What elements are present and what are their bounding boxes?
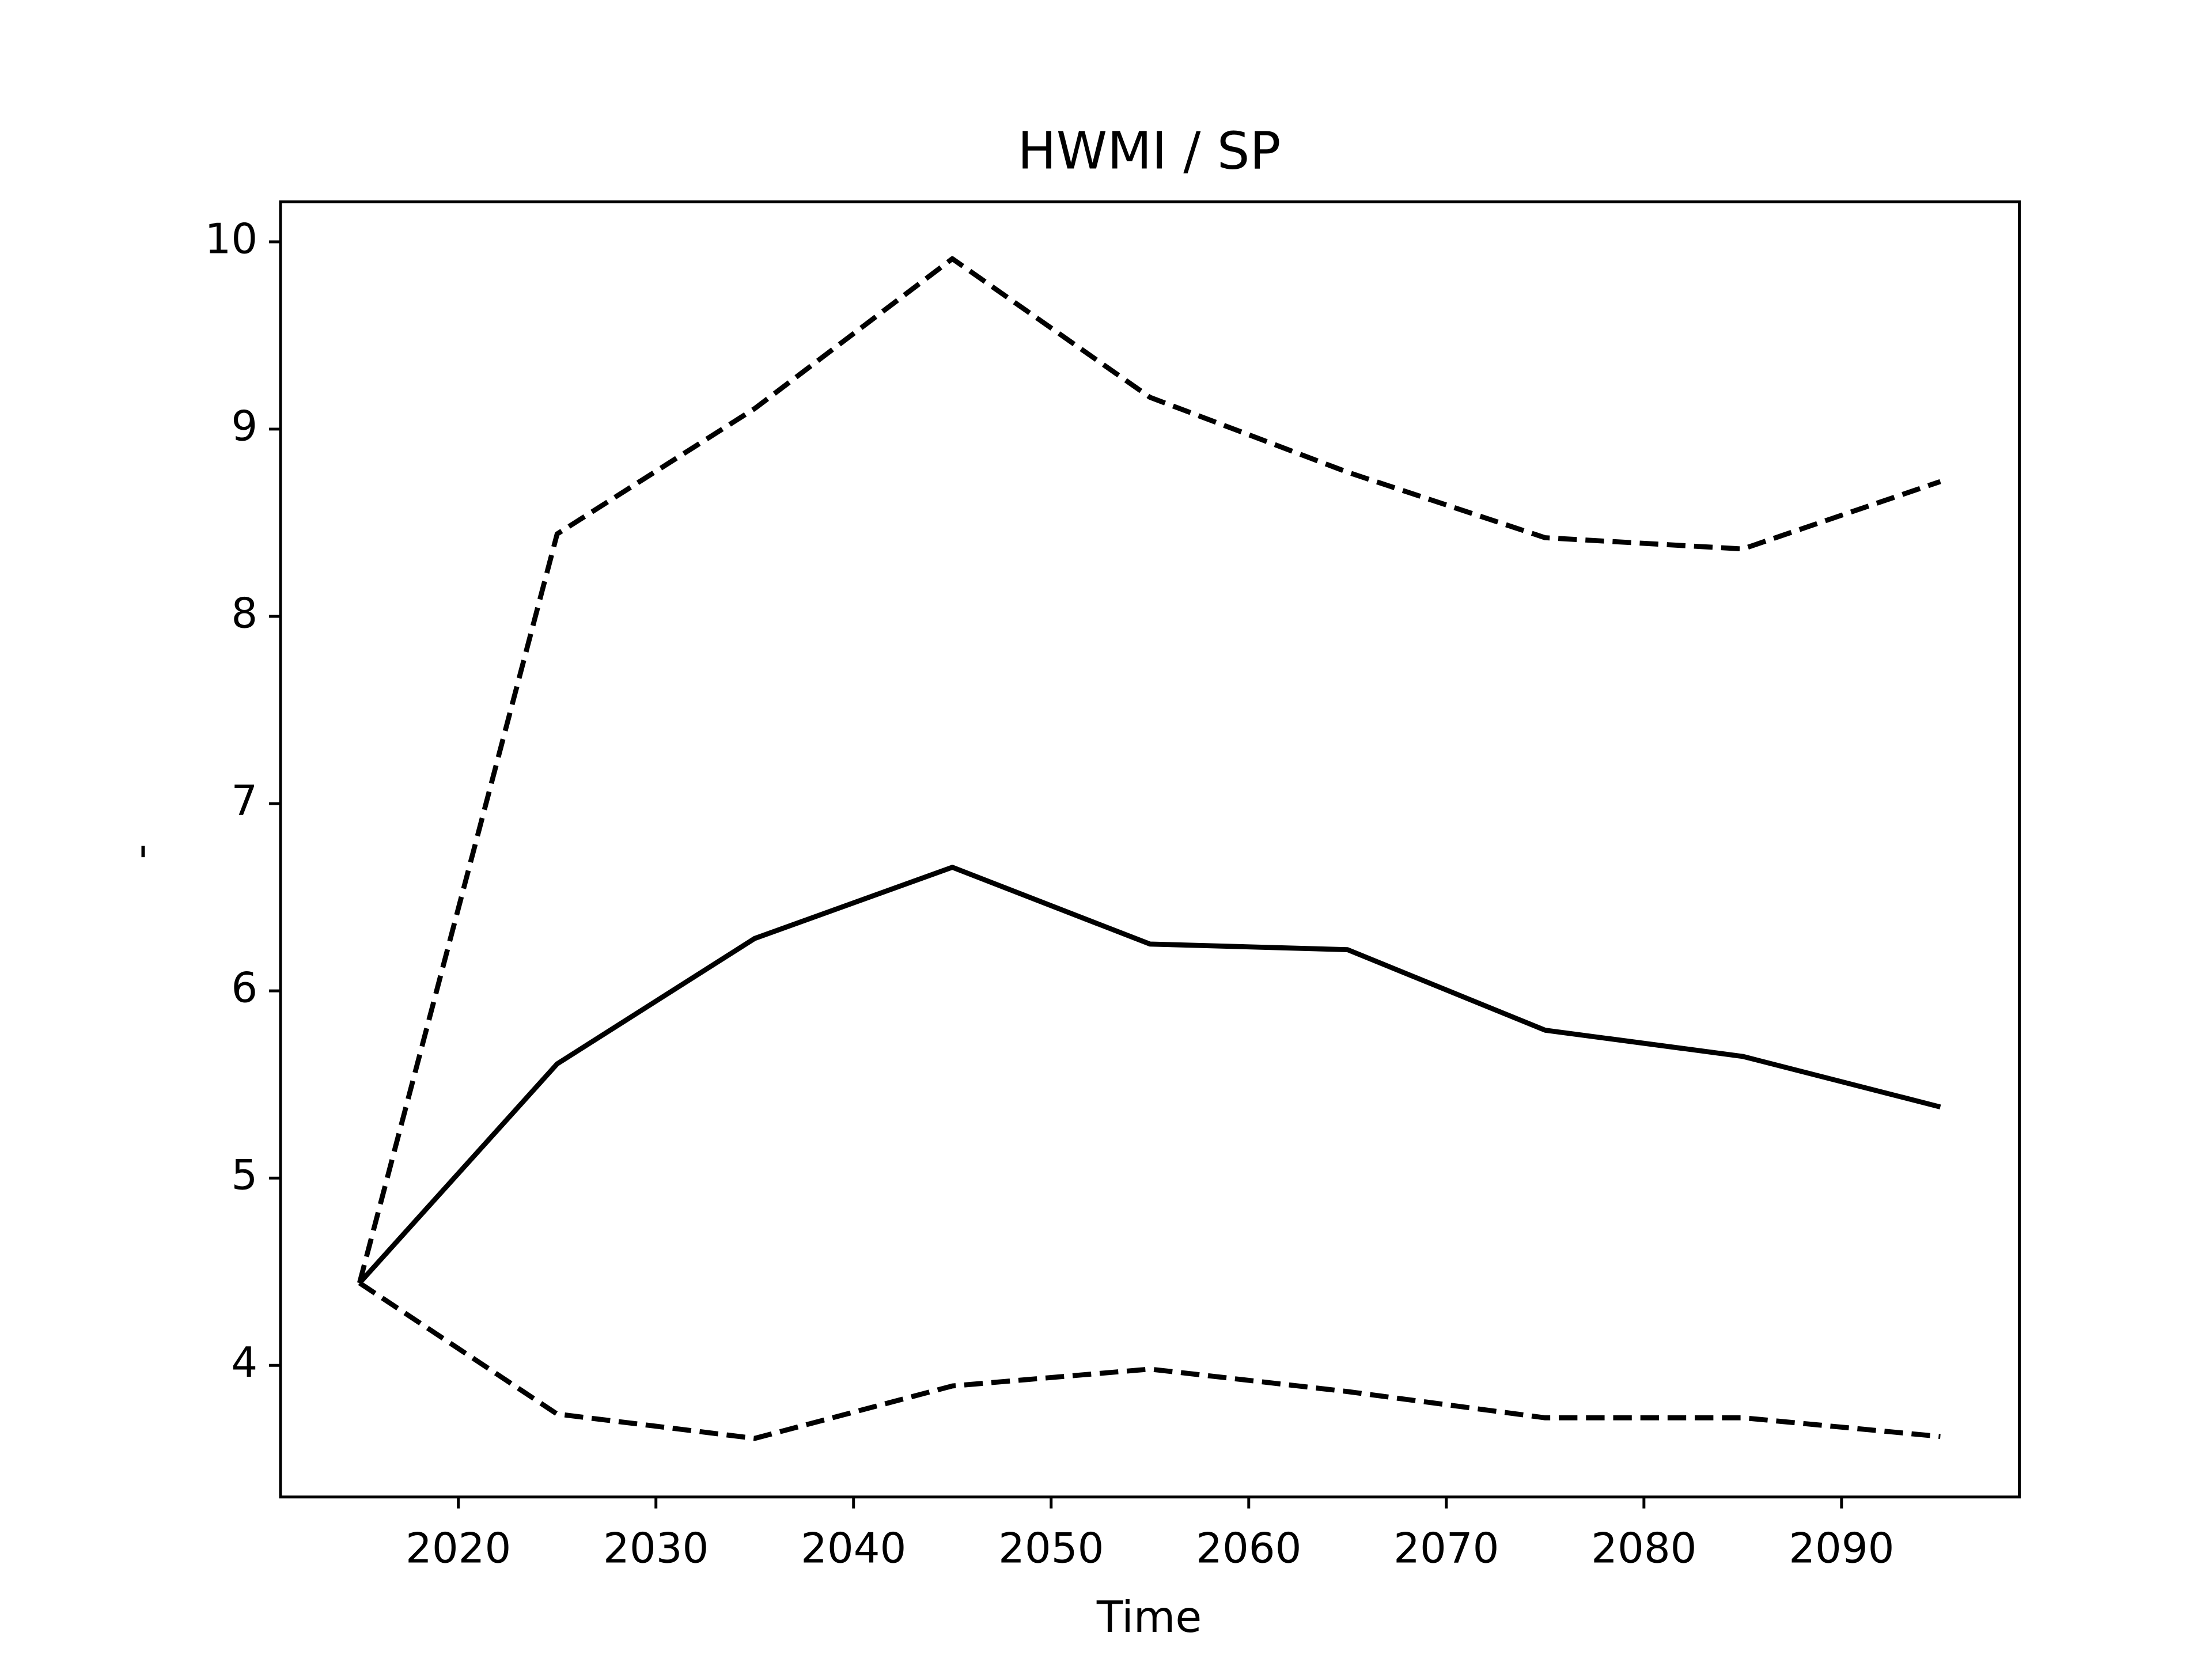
x-tick-label: 2060 [1196, 1524, 1301, 1573]
y-tick-label: 6 [231, 964, 257, 1012]
x-tick-label: 2030 [603, 1524, 709, 1573]
x-tick-label: 2090 [1789, 1524, 1894, 1573]
chart-title: HWMI / SP [1018, 122, 1281, 181]
plot-frame [279, 200, 2021, 1499]
x-tick-label: 2080 [1591, 1524, 1696, 1573]
x-tick-label: 2020 [406, 1524, 511, 1573]
x-tick-label: 2050 [998, 1524, 1104, 1573]
x-axis-label: Time [1096, 1592, 1202, 1642]
y-tick-label: 10 [205, 214, 258, 263]
y-tick-label: 4 [231, 1338, 257, 1387]
series-line [358, 1281, 1941, 1441]
y-tick-label: 8 [231, 589, 257, 638]
x-tick-label: 2040 [801, 1524, 906, 1573]
series-line [357, 256, 1941, 1284]
x-tick-label: 2070 [1393, 1524, 1499, 1573]
y-axis-label: - [115, 844, 165, 859]
y-tick-label: 9 [231, 402, 257, 450]
y-tick-label: 5 [231, 1151, 257, 1199]
y-tick-label: 7 [231, 777, 257, 825]
series-line [357, 865, 1941, 1285]
